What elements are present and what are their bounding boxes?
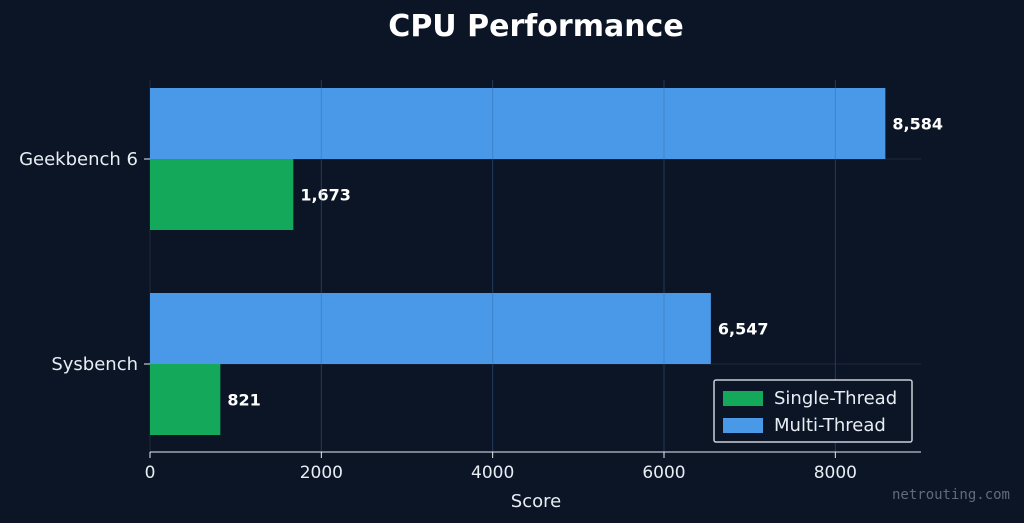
bar-single-thread-geekbench-6 [150,159,294,230]
x-tick-label-4: 8000 [814,463,857,483]
data-labels: 1,673 821 8,584 6,547 [227,80,943,452]
legend-box [713,379,913,443]
legend-label-0: Single-Thread [774,388,897,409]
axes: 0 2000 4000 6000 8000 Geekbench 6 Sysbench [19,149,921,483]
bar-single-thread-sysbench [150,364,221,435]
x-axis-label: Score [511,491,561,512]
x-tick-label-3: 6000 [642,463,685,483]
data-label-0-1: 821 [227,391,260,410]
data-label-0-0: 1,673 [300,186,351,205]
y-category-label-1: Sysbench [51,354,138,375]
x-tick-label-2: 4000 [471,463,514,483]
bar-multi-thread-geekbench-6 [150,88,886,159]
legend-label-1: Multi-Thread [774,415,886,436]
data-label-1-0: 8,584 [892,115,943,134]
chart-title: CPU Performance [388,9,683,44]
y-category-label-0: Geekbench 6 [19,149,138,170]
data-label-1-1: 6,547 [718,320,769,339]
bars [150,88,886,435]
bar-multi-thread-sysbench [150,293,711,364]
legend-swatch-1 [723,418,763,433]
watermark: netrouting.com [892,487,1010,503]
legend: Single-Thread Multi-Thread [713,379,913,443]
legend-swatch-0 [723,391,763,406]
x-tick-label-0: 0 [145,463,156,483]
x-tick-label-1: 2000 [300,463,343,483]
